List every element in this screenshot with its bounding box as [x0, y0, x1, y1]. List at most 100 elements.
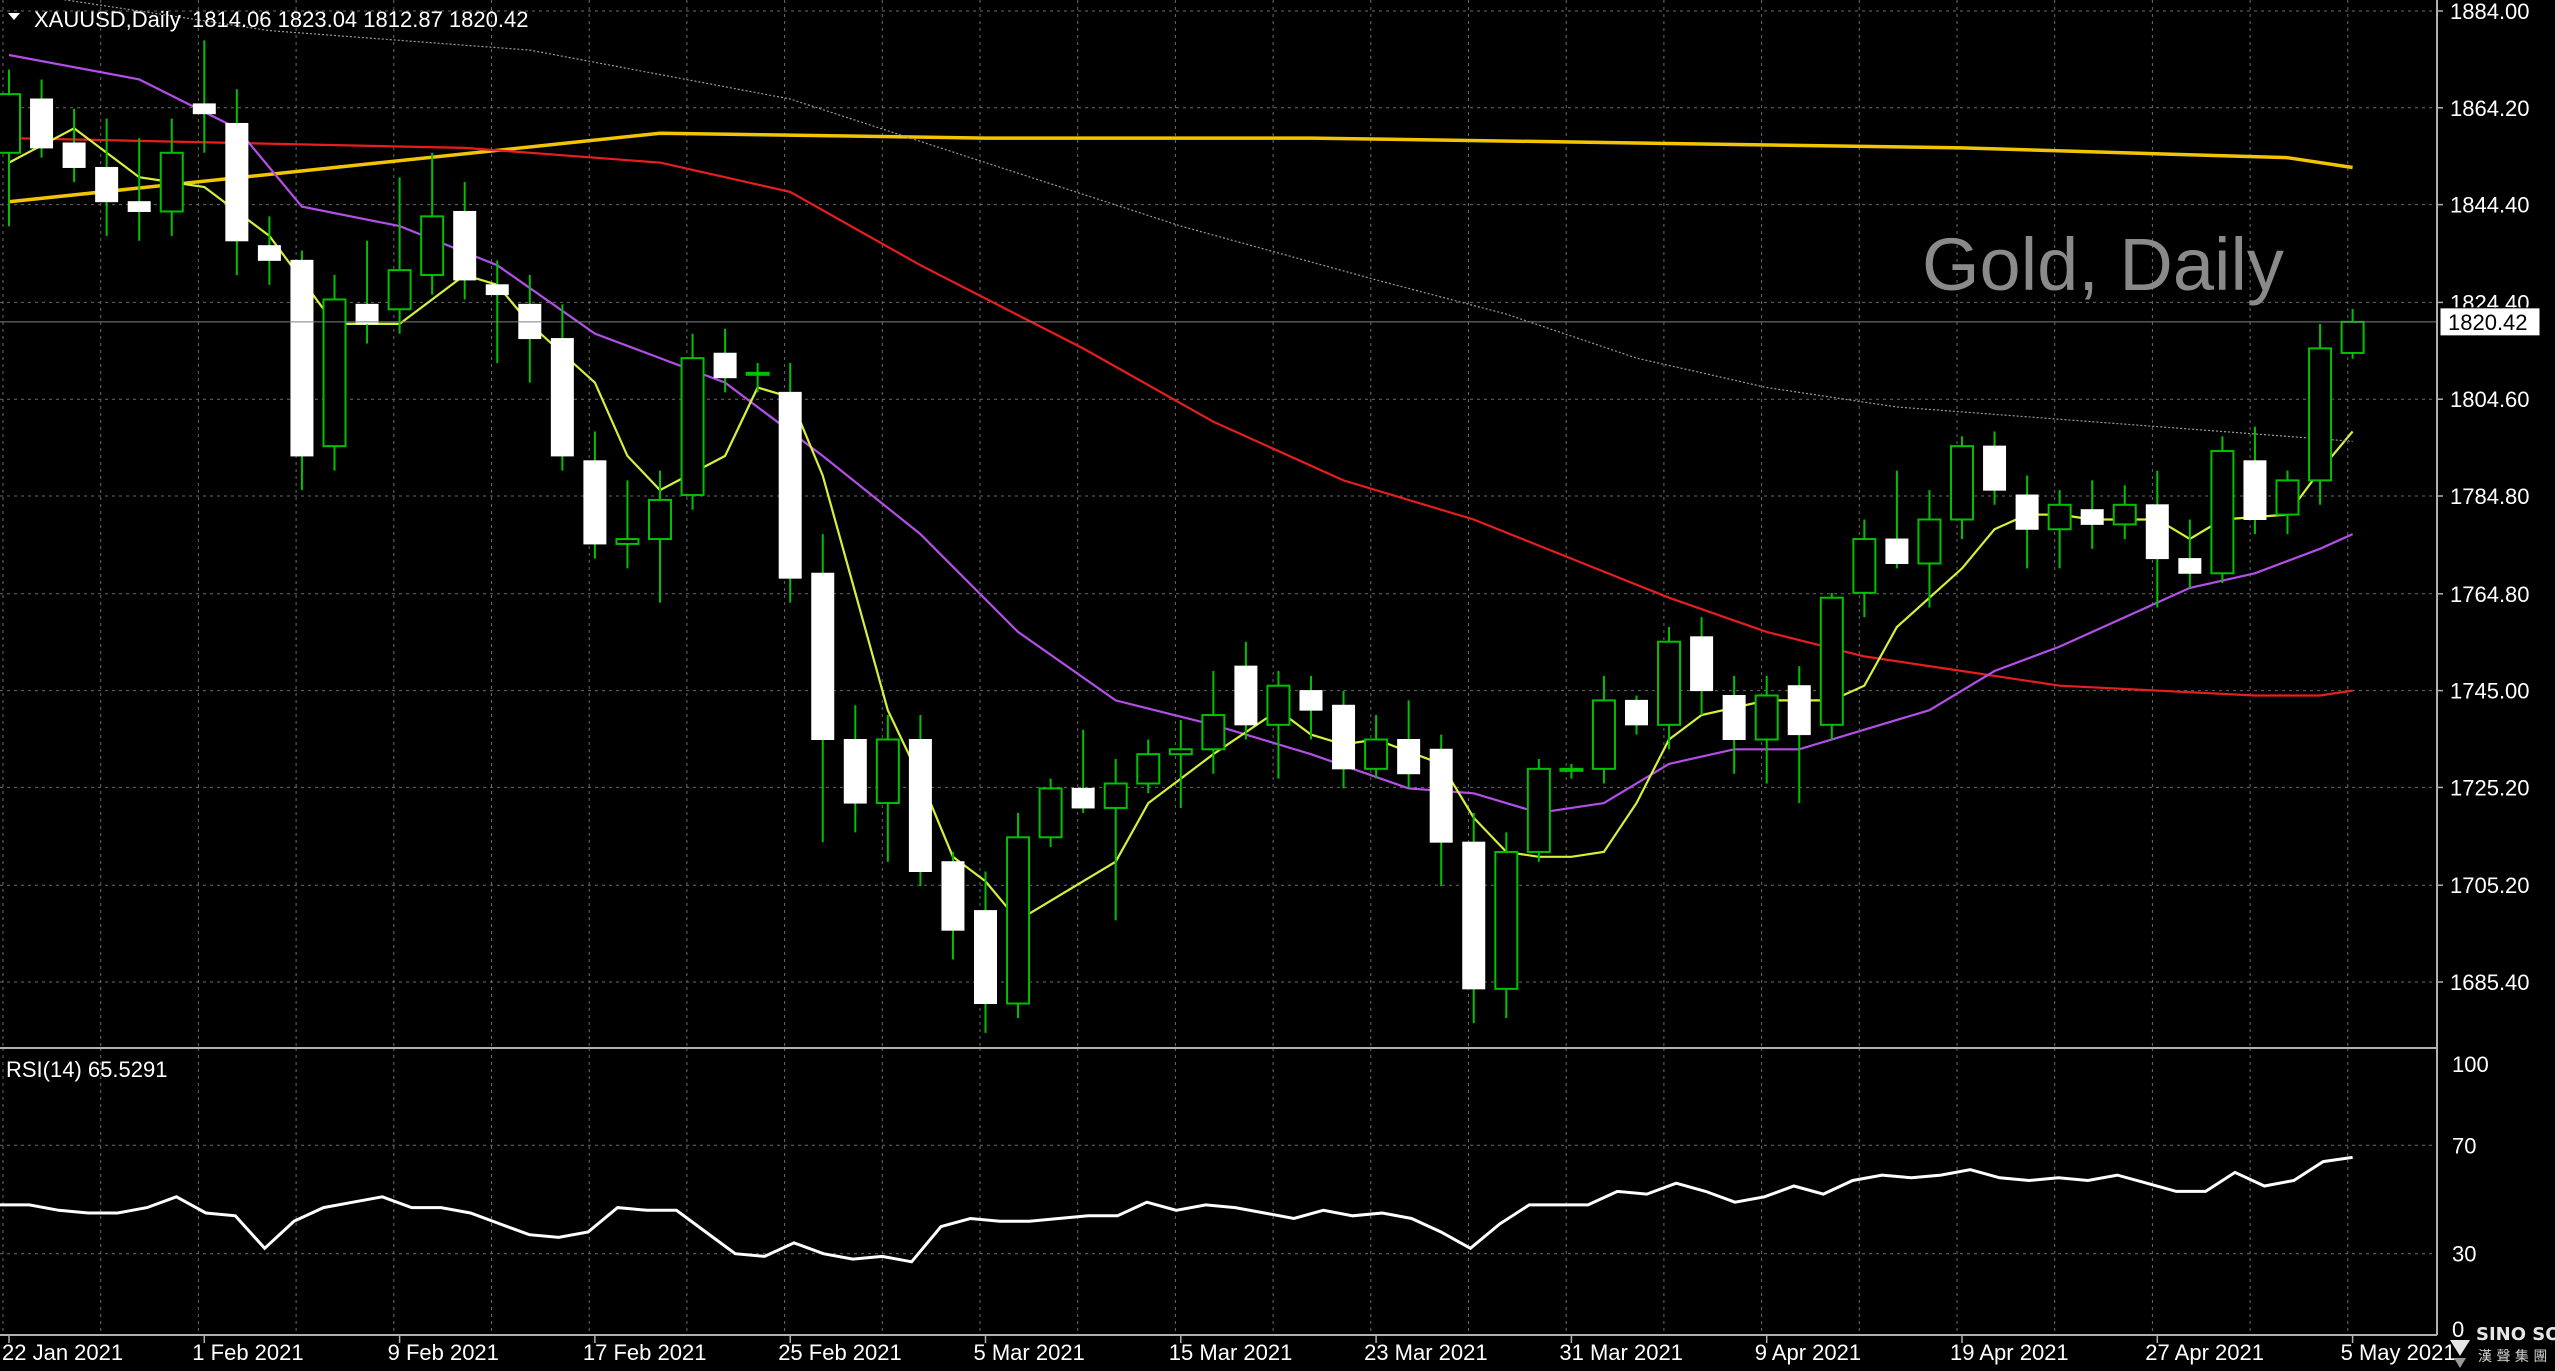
logo-mark-icon	[2450, 1340, 2470, 1368]
candle	[387, 177, 412, 334]
price-tick-label: 1784.80	[2450, 484, 2530, 509]
candle-body-down	[2178, 558, 2202, 574]
candle-body-up	[322, 298, 347, 448]
candle-body-up	[1364, 738, 1389, 770]
candle	[453, 182, 477, 300]
candle-body-up	[159, 151, 184, 213]
candle	[1332, 690, 1356, 789]
candle	[875, 715, 900, 862]
price-tick-label: 1864.20	[2450, 96, 2530, 121]
candle	[1950, 436, 1974, 540]
candle	[1983, 431, 2007, 505]
candle	[1071, 729, 1095, 813]
date-tick-label: 22 Jan 2021	[2, 1340, 123, 1365]
candle-body-down	[225, 122, 249, 242]
candle	[2275, 470, 2300, 535]
candle-body-down	[908, 738, 932, 873]
candle-body-up	[0, 93, 21, 154]
price-tick-label: 1685.40	[2450, 970, 2530, 995]
candle-body-down	[1885, 538, 1909, 564]
price-tick-label: 1745.00	[2450, 679, 2530, 704]
candle	[2145, 470, 2169, 608]
symbol-dropdown-icon[interactable]	[8, 13, 20, 20]
sino-sound-logo: SINO SOUND 漢 聲 集 團	[2450, 1324, 2555, 1368]
date-tick-label: 15 Mar 2021	[1169, 1340, 1293, 1365]
moving-average-ma_slow	[8, 137, 2353, 697]
date-axis: 22 Jan 2021 1 Feb 2021 9 Feb 2021 17 Feb 20…	[2, 1335, 2456, 1365]
candle	[2340, 309, 2365, 359]
candle	[30, 79, 54, 158]
date-tick-label: 17 Feb 2021	[583, 1340, 707, 1365]
rsi-line	[0, 1155, 2353, 1264]
candle	[908, 715, 932, 887]
candle-body-down	[713, 352, 737, 379]
candle	[1917, 490, 1942, 608]
candle	[1657, 627, 1682, 750]
price-tick-label: 1884.00	[2450, 0, 2530, 24]
candle	[2015, 475, 2039, 569]
candle-body-up	[1559, 767, 1584, 772]
candle-body-up	[2275, 479, 2300, 516]
candle	[257, 216, 281, 285]
candle-body-up	[1526, 767, 1551, 853]
candle	[1136, 739, 1161, 794]
candle	[1852, 519, 1877, 618]
candle	[0, 69, 21, 227]
rsi-axis: 100 70 30 0	[2452, 1052, 2489, 1342]
candle-body-up	[420, 215, 445, 277]
logo-name: SINO SOUND	[2476, 1324, 2555, 1345]
candle	[1462, 812, 1486, 1024]
rsi-tick-label: 100	[2452, 1052, 2489, 1077]
candle	[1266, 671, 1291, 779]
candle-body-down	[1299, 690, 1323, 711]
candle-body-up	[1006, 836, 1031, 1005]
candle	[485, 260, 509, 364]
candle	[1625, 695, 1648, 735]
candle-body-down	[355, 303, 379, 325]
candle	[1559, 763, 1584, 779]
candle-body-down	[778, 391, 802, 579]
date-tick-label: 19 Apr 2021	[1950, 1340, 2069, 1365]
candle	[1591, 675, 1616, 784]
candle	[974, 871, 997, 1033]
price-tick-label: 1844.40	[2450, 193, 2530, 218]
date-tick-label: 9 Apr 2021	[1755, 1340, 1861, 1365]
candle	[2210, 436, 2235, 584]
candle-body-up	[1950, 445, 1974, 521]
candle	[941, 851, 965, 960]
candle-body-up	[745, 371, 770, 376]
candle	[1885, 470, 1909, 569]
candle-body-up	[1852, 538, 1877, 594]
candle-body-down	[1071, 787, 1095, 809]
candle	[1103, 759, 1128, 921]
candle	[1299, 675, 1323, 740]
main-grid	[0, 0, 2437, 1048]
candle	[648, 470, 672, 603]
candle-body-down	[941, 861, 965, 931]
candle	[1819, 592, 1844, 740]
rsi-indicator-label: RSI(14) 65.5291	[6, 1057, 167, 1082]
price-tick-label: 1725.20	[2450, 775, 2530, 800]
candle	[1494, 832, 1519, 1019]
candle	[355, 240, 379, 344]
logo-subtitle: 漢 聲 集 團	[2478, 1348, 2547, 1365]
candle	[192, 40, 216, 153]
candle-body-up	[2210, 450, 2235, 575]
date-tick-label: 23 Mar 2021	[1364, 1340, 1488, 1365]
candle-body-down	[453, 210, 477, 281]
candle-body-down	[257, 245, 281, 261]
candle	[713, 328, 737, 393]
candle-body-down	[1690, 636, 1714, 692]
candle-body-down	[1234, 665, 1258, 726]
candle	[1168, 719, 1193, 808]
candle-body-up	[2112, 503, 2137, 526]
candle	[615, 480, 640, 569]
candle-body-up	[387, 269, 412, 311]
candle	[322, 275, 347, 471]
candle	[159, 118, 184, 236]
candle-body-down	[974, 910, 997, 1005]
candlesticks	[0, 40, 2365, 1033]
candle-body-down	[1983, 445, 2007, 491]
candle	[583, 431, 607, 559]
